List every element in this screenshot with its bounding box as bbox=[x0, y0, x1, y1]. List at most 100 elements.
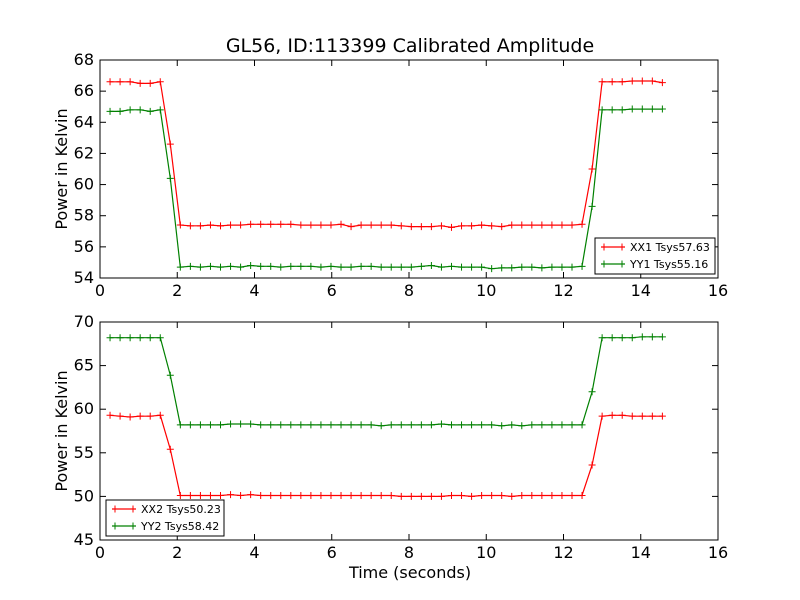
bottom-series-1-point bbox=[146, 412, 154, 420]
top-series-2-point bbox=[227, 262, 235, 270]
bottom-series-1-point bbox=[136, 412, 144, 420]
top-series-1-point bbox=[166, 140, 174, 148]
top-series-1-point bbox=[468, 222, 476, 230]
bottom-legend-item: YY2 Tsys58.42 bbox=[112, 520, 219, 533]
bottom-series-1-point bbox=[538, 492, 546, 500]
bottom-legend-marker bbox=[114, 522, 134, 530]
top-x-tick-label: 12 bbox=[553, 281, 573, 300]
bottom-series-1-point bbox=[257, 492, 265, 500]
top-series-1-point bbox=[247, 220, 255, 228]
top-y-axis-label: Power in Kelvin bbox=[52, 108, 71, 229]
bottom-x-tick-label: 12 bbox=[553, 543, 573, 562]
bottom-series-2-point bbox=[488, 421, 496, 429]
bottom-series-1-point bbox=[427, 492, 435, 500]
top-x-tick-label: 0 bbox=[95, 281, 105, 300]
bottom-series-1-point bbox=[447, 492, 455, 500]
top-series-1-point bbox=[498, 223, 506, 231]
top-y-tick-label: 56 bbox=[74, 237, 94, 256]
top-series-2-point bbox=[116, 107, 124, 115]
bottom-subplot: Power in Kelvin Time (seconds) 0 2 4 6 8 10 12… bbox=[52, 312, 728, 582]
top-series-2-point bbox=[247, 262, 255, 270]
top-series-1-point bbox=[317, 221, 325, 229]
top-series-2-point bbox=[267, 262, 275, 270]
top-series-2-point bbox=[407, 263, 415, 271]
top-series-2-point bbox=[417, 262, 425, 270]
bottom-series-2-point bbox=[578, 421, 586, 429]
bottom-legend-marker bbox=[114, 505, 134, 513]
bottom-series-2-point bbox=[247, 420, 255, 428]
top-series-1-point bbox=[638, 77, 646, 85]
top-series-2-point bbox=[427, 262, 435, 270]
bottom-series-1-point bbox=[277, 492, 285, 500]
bottom-series-1-point bbox=[548, 492, 556, 500]
top-series-1-point bbox=[186, 222, 194, 230]
top-x-tick-label: 2 bbox=[172, 281, 182, 300]
bottom-series-2-point bbox=[528, 421, 536, 429]
top-series-1-point bbox=[327, 221, 335, 229]
top-series-2-point bbox=[538, 264, 546, 272]
bottom-y-axis-label: Power in Kelvin bbox=[52, 370, 71, 491]
top-series-1-point bbox=[126, 78, 134, 86]
bottom-series-1-point bbox=[498, 492, 506, 500]
top-series-1-point bbox=[307, 221, 315, 229]
top-y-tick-label: 68 bbox=[74, 50, 94, 69]
bottom-series-1-point bbox=[126, 413, 134, 421]
top-y-tick-label: 62 bbox=[74, 143, 94, 162]
top-series-2-point bbox=[277, 263, 285, 271]
bottom-series-1-point bbox=[468, 492, 476, 500]
bottom-series-2-point bbox=[658, 333, 666, 341]
bottom-series-2-point bbox=[196, 421, 204, 429]
top-series-2-point bbox=[257, 262, 265, 270]
bottom-series-1-point bbox=[267, 492, 275, 500]
top-series-2-point bbox=[387, 263, 395, 271]
top-legend-item: YY1 Tsys55.16 bbox=[601, 258, 708, 271]
top-series-1-point bbox=[136, 79, 144, 87]
bottom-series-2-point bbox=[327, 421, 335, 429]
top-series-1-point bbox=[407, 223, 415, 231]
top-series-2-point bbox=[658, 105, 666, 113]
top-series-2-point bbox=[468, 263, 476, 271]
top-series-1-point bbox=[488, 222, 496, 230]
bottom-series-2-point bbox=[498, 422, 506, 430]
bottom-series-2-point bbox=[116, 334, 124, 342]
top-series-2-point bbox=[317, 263, 325, 271]
top-series-1-point bbox=[337, 220, 345, 228]
bottom-series-1-point bbox=[588, 461, 596, 469]
bottom-legend: XX2 Tsys50.23 YY2 Tsys58.42 bbox=[105, 499, 225, 537]
top-series-1-point bbox=[648, 77, 656, 85]
bottom-series-1-point bbox=[307, 492, 315, 500]
top-subplot: GL56, ID:113399 Calibrated Amplitude Pow… bbox=[52, 35, 728, 300]
top-y-tick-label: 58 bbox=[74, 206, 94, 225]
top-legend-item: XX1 Tsys57.63 bbox=[601, 241, 710, 254]
bottom-series-2-point bbox=[307, 421, 315, 429]
bottom-series-1-point bbox=[156, 411, 164, 419]
top-series-2-point bbox=[217, 263, 225, 271]
bottom-series-1-point bbox=[598, 412, 606, 420]
bottom-series-2-point bbox=[568, 421, 576, 429]
top-legend-box bbox=[594, 237, 716, 275]
top-y-tick-label: 60 bbox=[74, 175, 94, 194]
bottom-series-1-point bbox=[417, 492, 425, 500]
bottom-series-2-point bbox=[156, 334, 164, 342]
bottom-series-2-point bbox=[628, 334, 636, 342]
top-series-1-point bbox=[578, 220, 586, 228]
bottom-series-1-point bbox=[648, 412, 656, 420]
bottom-series-1-point bbox=[327, 492, 335, 500]
top-series-2-point bbox=[648, 105, 656, 113]
top-series-2-point bbox=[618, 106, 626, 114]
top-series-2-point bbox=[206, 262, 214, 270]
bottom-series-2-point bbox=[267, 421, 275, 429]
top-series-2-point bbox=[518, 263, 526, 271]
bottom-x-tick-label: 2 bbox=[172, 543, 182, 562]
bottom-x-tick-label: 10 bbox=[476, 543, 496, 562]
bottom-series-1-point bbox=[458, 492, 466, 500]
bottom-x-tick-label: 14 bbox=[631, 543, 651, 562]
top-series-2-point bbox=[498, 264, 506, 272]
top-series-2-point bbox=[377, 263, 385, 271]
bottom-series-2-point bbox=[618, 334, 626, 342]
bottom-series-1-point bbox=[227, 491, 235, 499]
bottom-series-1-point bbox=[206, 492, 214, 500]
top-legend-label: XX1 Tsys57.63 bbox=[630, 241, 710, 254]
bottom-series-1-point bbox=[377, 492, 385, 500]
bottom-series-2-point bbox=[217, 421, 225, 429]
